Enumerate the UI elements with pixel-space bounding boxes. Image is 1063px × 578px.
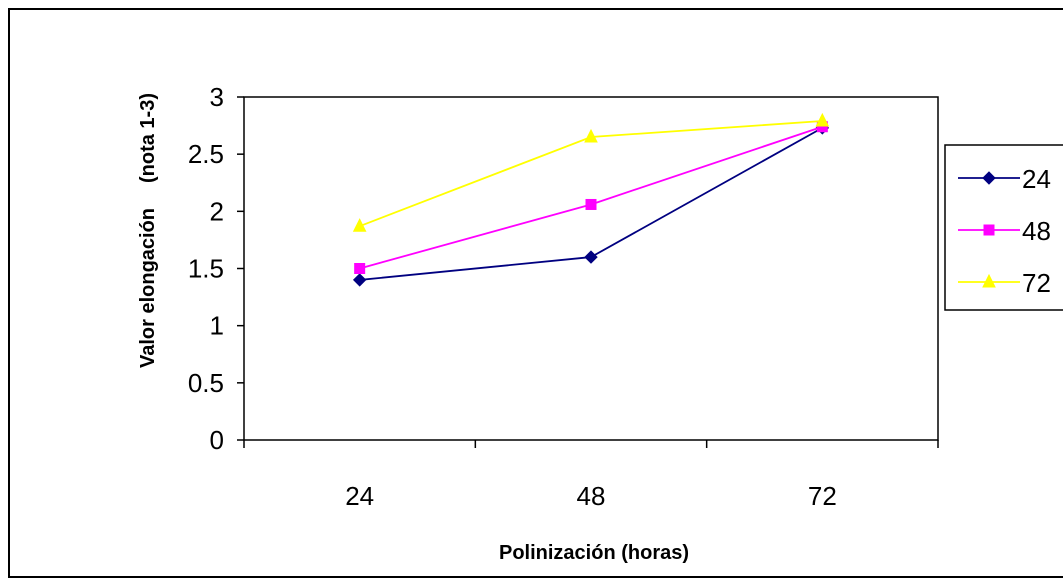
- data-point-48: [585, 198, 597, 210]
- x-axis: 24 48 72: [243, 440, 939, 511]
- data-point-48: [354, 263, 366, 274]
- y-tick-label: 0: [210, 425, 224, 455]
- plot-area: [243, 96, 939, 441]
- data-point-72: [352, 218, 367, 232]
- legend-marker: [982, 273, 996, 288]
- y-axis-unit: (nota 1-3): [137, 93, 159, 183]
- y-tick-label: 2.5: [188, 139, 224, 169]
- y-axis: 0 0.5 1 1.5 2 2.5 3: [188, 82, 244, 455]
- y-tick-label: 0.5: [188, 368, 224, 398]
- data-point-72: [584, 128, 598, 143]
- legend: 24 48 72: [958, 164, 1051, 298]
- y-tick-label: 2: [210, 196, 224, 226]
- legend-marker: [983, 224, 995, 236]
- data-point-24: [352, 273, 367, 287]
- y-tick-label: 1: [210, 311, 224, 341]
- legend-label: 48: [1022, 216, 1051, 246]
- y-axis-title: Valor elongación: [137, 208, 159, 368]
- x-tick-label: 72: [808, 481, 837, 511]
- y-tick-label: 3: [210, 82, 224, 112]
- legend-label: 72: [1022, 268, 1051, 298]
- legend-marker: [982, 171, 996, 185]
- series-layer: [352, 112, 830, 287]
- y-tick-label: 1.5: [188, 254, 224, 284]
- data-point-72: [815, 112, 830, 127]
- legend-label: 24: [1022, 164, 1051, 194]
- x-tick-label: 24: [345, 481, 374, 511]
- x-axis-title: Polinización (horas): [499, 542, 689, 564]
- data-point-24: [584, 250, 598, 264]
- x-tick-label: 48: [577, 481, 606, 511]
